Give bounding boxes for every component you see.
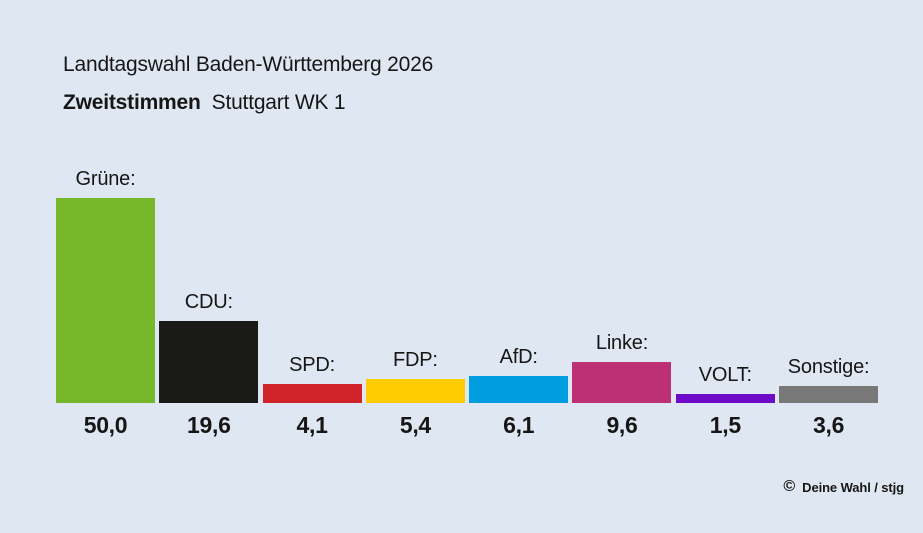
- bar-column: VOLT: 1,5: [675, 364, 775, 438]
- bar-label: Grüne:: [75, 168, 136, 190]
- bar-label: FDP:: [393, 349, 438, 371]
- bar-value-label: 9,6: [606, 412, 638, 438]
- bar-label: SPD:: [289, 354, 336, 376]
- bar-value-label: 6,1: [503, 412, 535, 438]
- bar-column: FDP: 5,4: [365, 349, 465, 438]
- bar-column: AfD: 6,1: [469, 346, 569, 438]
- bar: [262, 384, 362, 403]
- bar: [56, 198, 155, 403]
- bar-column: SPD: 4,1: [262, 354, 362, 438]
- bar-column: CDU: 19,6: [159, 291, 259, 438]
- bar-value-label: 5,4: [399, 412, 431, 438]
- bar-label: AfD:: [499, 346, 538, 368]
- district-label: Stuttgart WK 1: [211, 91, 346, 114]
- bar-label: CDU:: [184, 291, 233, 313]
- bar: [469, 376, 569, 403]
- bar-label: Linke:: [595, 332, 649, 354]
- bar-label: Sonstige:: [787, 356, 870, 378]
- bar-value-label: 1,5: [709, 412, 741, 438]
- bar-column: Linke: 9,6: [572, 332, 672, 438]
- bar-chart: Grüne: 50,0 CDU: 19,6 SPD: 4,1 FDP: 5,4 AfD: 6,1 L…: [56, 0, 879, 438]
- header: Landtagswahl Baden-Württemberg 2026 Zwei…: [63, 53, 433, 115]
- bar-value-label: 3,6: [813, 412, 845, 438]
- bar-column: Grüne: 50,0: [56, 168, 155, 438]
- chart-title: Landtagswahl Baden-Württemberg 2026: [63, 53, 434, 76]
- bar-value-label: 19,6: [187, 412, 231, 438]
- bar: [779, 386, 879, 403]
- vote-type-label: Zweitstimmen: [63, 91, 201, 114]
- copyright-icon: ©: [783, 478, 796, 495]
- footer-credit: © Deine Wahl / stjg: [783, 479, 904, 495]
- bar: [572, 362, 672, 403]
- bar: [675, 394, 775, 403]
- credit-text: Deine Wahl / stjg: [802, 479, 904, 495]
- bar-value-label: 50,0: [83, 412, 128, 438]
- bar: [159, 321, 259, 403]
- chart-subtitle: Zweitstimmen Stuttgart WK 1: [63, 91, 433, 115]
- bar: [365, 379, 465, 403]
- bar-value-label: 4,1: [296, 412, 328, 438]
- bar-column: Sonstige: 3,6: [779, 356, 879, 438]
- bar-label: VOLT:: [698, 364, 752, 386]
